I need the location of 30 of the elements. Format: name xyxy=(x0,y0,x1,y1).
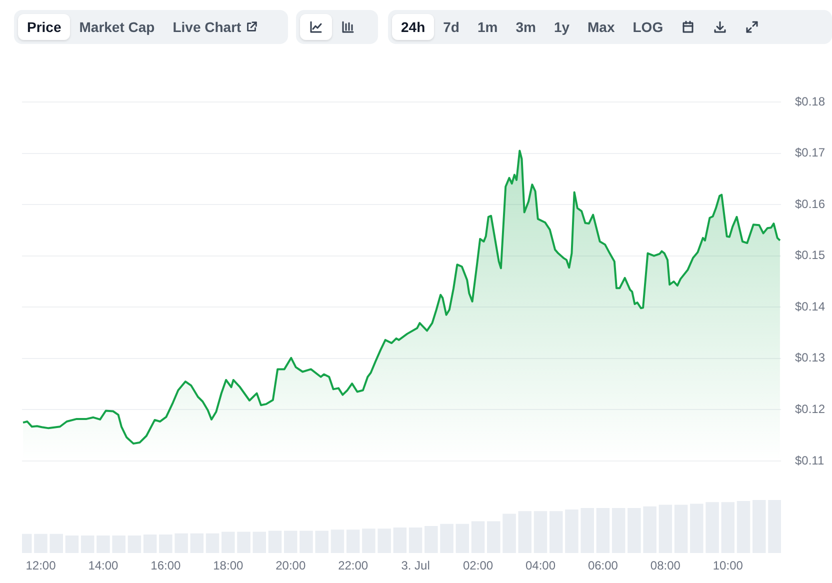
y-tick-label: $0.15 xyxy=(795,248,826,262)
text: 1y xyxy=(552,18,571,37)
x-tick-label: 18:00 xyxy=(213,558,244,573)
text: Price xyxy=(18,14,70,40)
y-tick-label: $0.13 xyxy=(795,350,826,365)
x-tick-label: 20:00 xyxy=(276,558,306,573)
text: Live Chart xyxy=(172,18,242,37)
x-tick-label: 08:00 xyxy=(650,558,681,573)
text: 24h xyxy=(392,14,434,40)
y-tick-label: $0.17 xyxy=(795,146,826,160)
y-tick-label: $0.18 xyxy=(795,94,826,108)
x-tick-label: 14:00 xyxy=(88,558,119,573)
x-tick-label: 12:00 xyxy=(26,558,56,573)
x-tick-label: 06:00 xyxy=(588,558,618,573)
text: Market Cap xyxy=(78,18,156,37)
x-tick-label: 16:00 xyxy=(150,558,182,573)
y-tick-label: $0.16 xyxy=(795,196,826,211)
x-tick-label: 10:00 xyxy=(712,558,744,573)
x-tick-label: 3. Jul xyxy=(401,558,430,573)
y-tick-label: $0.11 xyxy=(795,453,824,468)
x-tick-label: 22:00 xyxy=(338,558,368,573)
text: Max xyxy=(586,18,616,37)
x-tick-label: 04:00 xyxy=(525,558,556,573)
text: 1m xyxy=(476,18,499,37)
text: 7d xyxy=(442,18,460,37)
text: 3m xyxy=(514,18,537,37)
x-tick-label: 02:00 xyxy=(463,558,494,573)
y-tick-label: $0.14 xyxy=(795,299,826,314)
text: LOG xyxy=(632,18,664,37)
y-tick-label: $0.12 xyxy=(795,402,826,416)
